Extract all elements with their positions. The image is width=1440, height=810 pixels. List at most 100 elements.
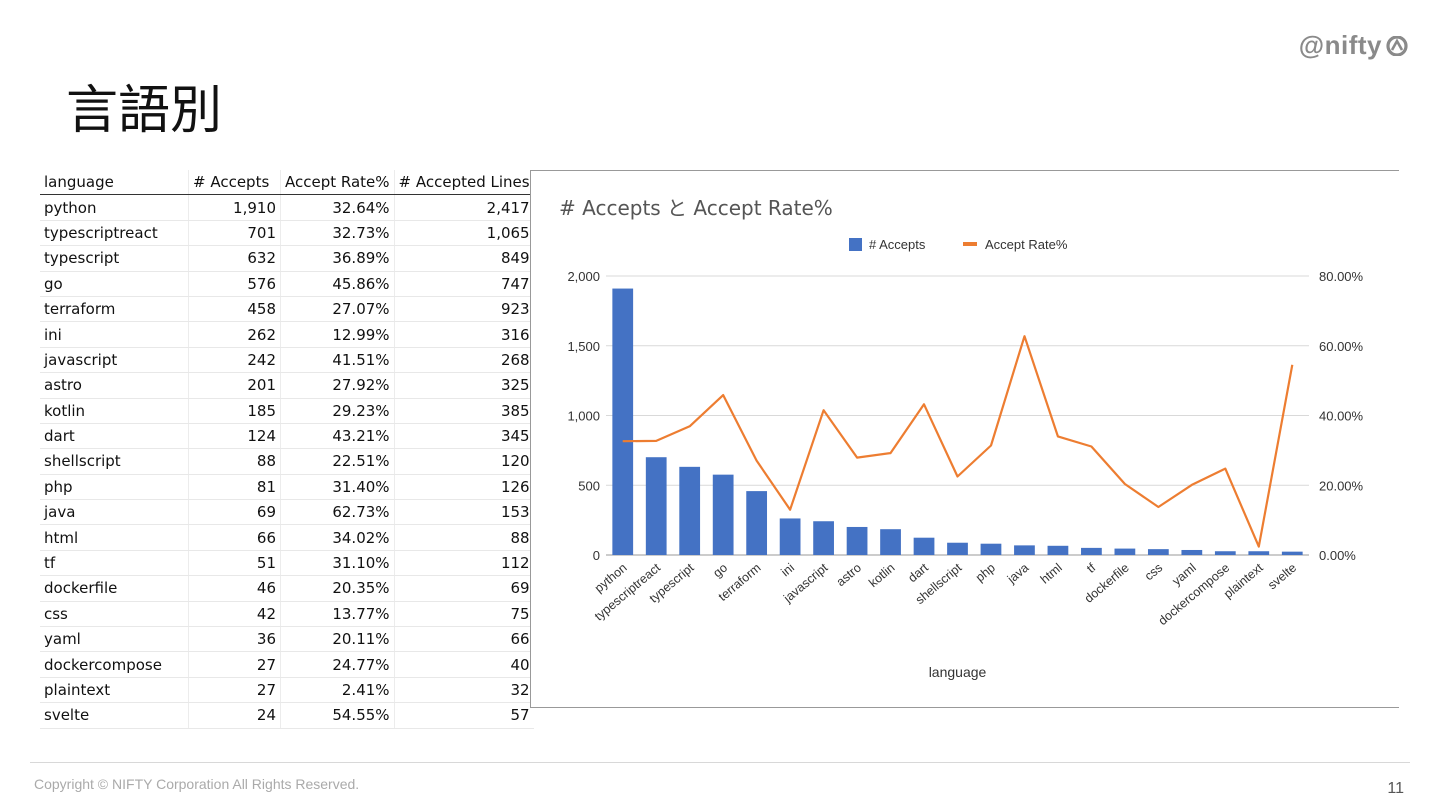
x-tick-label: tf	[1084, 560, 1099, 576]
line-accept-rate	[622, 335, 1294, 548]
cell-accepts: 42	[188, 601, 281, 628]
table-row: go 576 45.86% 747	[40, 271, 534, 297]
bar-accepts	[1047, 545, 1069, 555]
x-tick-label: css	[1142, 561, 1165, 584]
bar-accepts	[712, 474, 734, 555]
table-row: ini 262 12.99% 316	[40, 321, 534, 348]
cell-accept-rate: 34.02%	[280, 524, 395, 551]
table-row: yaml 36 20.11% 66	[40, 626, 534, 653]
legend-label-accept-rate: Accept Rate%	[985, 237, 1068, 252]
cell-accepted-lines: 32	[393, 677, 534, 704]
y2-tick-label: 60.00%	[1319, 339, 1364, 354]
cell-accept-rate: 27.92%	[280, 372, 395, 399]
cell-accepted-lines: 66	[393, 626, 534, 653]
x-tick-label: java	[1004, 561, 1031, 587]
x-tick-label: html	[1038, 561, 1065, 587]
page-number: 11	[1387, 780, 1404, 797]
cell-accepts: 242	[188, 347, 281, 374]
y-tick-label: 0	[593, 548, 600, 563]
cell-accepted-lines: 385	[393, 398, 534, 424]
table-row: kotlin 185 29.23% 385	[40, 398, 534, 424]
column-header-accepts: # Accepts	[188, 170, 281, 196]
cell-language: terraform	[40, 296, 189, 323]
x-tick-label: php	[973, 561, 998, 585]
legend-swatch-accept-rate	[963, 242, 977, 246]
cell-accepts: 51	[188, 550, 281, 577]
table-row: css 42 13.77% 75	[40, 601, 534, 628]
cell-accepts: 69	[188, 499, 281, 526]
y2-tick-label: 0.00%	[1319, 548, 1356, 563]
table-row: python 1,910 32.64% 2,417	[40, 194, 534, 221]
cell-accept-rate: 41.51%	[280, 347, 395, 374]
bar-accepts	[645, 457, 667, 555]
cell-language: java	[40, 499, 189, 526]
cell-accepts: 81	[188, 474, 281, 501]
bar-accepts	[612, 288, 634, 555]
cell-accepts: 24	[188, 702, 281, 729]
cell-language: kotlin	[40, 398, 189, 424]
x-tick-label: dart	[905, 560, 931, 585]
y-tick-label: 500	[578, 478, 600, 493]
cell-accept-rate: 20.11%	[280, 626, 395, 653]
bar-accepts	[1147, 549, 1169, 555]
bar-accepts	[846, 526, 868, 555]
cell-accept-rate: 20.35%	[280, 575, 395, 602]
page-title: 言語別	[66, 81, 223, 141]
cell-accepted-lines: 75	[393, 601, 534, 628]
cell-accept-rate: 2.41%	[280, 677, 395, 704]
cell-accepted-lines: 316	[393, 321, 534, 348]
bar-accepts	[746, 491, 768, 555]
x-tick-label: ini	[778, 561, 797, 580]
bar-accepts	[1214, 551, 1236, 555]
cell-language: css	[40, 601, 189, 628]
nifty-logo: @nifty	[1299, 30, 1410, 61]
bar-accepts	[779, 518, 801, 555]
bar-accepts	[1248, 551, 1270, 555]
cell-accept-rate: 29.23%	[280, 398, 395, 424]
table-row: dockerfile 46 20.35% 69	[40, 575, 534, 602]
table-row: javascript 242 41.51% 268	[40, 347, 534, 374]
x-tick-label: astro	[834, 561, 864, 590]
cell-accept-rate: 13.77%	[280, 601, 395, 628]
copyright-text: Copyright © NIFTY Corporation All Rights…	[34, 776, 360, 792]
cell-accepted-lines: 153	[393, 499, 534, 526]
footer-divider	[30, 762, 1410, 763]
bar-accepts	[1281, 551, 1303, 555]
y2-tick-label: 40.00%	[1319, 409, 1364, 424]
cell-language: shellscript	[40, 448, 189, 475]
cell-accept-rate: 22.51%	[280, 448, 395, 475]
cell-accepts: 46	[188, 575, 281, 602]
cell-language: typescriptreact	[40, 220, 189, 247]
y-tick-label: 1,000	[567, 409, 600, 424]
cell-accepts: 701	[188, 220, 281, 247]
table-row: java 69 62.73% 153	[40, 499, 534, 526]
cell-accept-rate: 27.07%	[280, 296, 395, 323]
table-row: astro 201 27.92% 325	[40, 372, 534, 399]
cell-accepted-lines: 849	[393, 245, 534, 272]
language-table: language # Accepts Accept Rate% # Accept…	[40, 170, 534, 729]
cell-accept-rate: 31.10%	[280, 550, 395, 577]
cell-accepted-lines: 126	[393, 474, 534, 501]
cell-accept-rate: 31.40%	[280, 474, 395, 501]
cell-language: plaintext	[40, 677, 189, 704]
cell-language: svelte	[40, 702, 189, 729]
table-row: plaintext 27 2.41% 32	[40, 677, 534, 704]
table-row: php 81 31.40% 126	[40, 474, 534, 501]
cell-language: astro	[40, 372, 189, 399]
cell-accepted-lines: 345	[393, 423, 534, 450]
cell-accept-rate: 43.21%	[280, 423, 395, 450]
table-row: tf 51 31.10% 112	[40, 550, 534, 577]
table-row: typescript 632 36.89% 849	[40, 245, 534, 272]
y-tick-label: 2,000	[567, 269, 600, 284]
table-row: html 66 34.02% 88	[40, 524, 534, 551]
bar-accepts	[1114, 548, 1136, 555]
table-body: python 1,910 32.64% 2,417 typescriptreact 701…	[40, 194, 534, 729]
column-header-language: language	[40, 170, 189, 196]
table-row: dart 124 43.21% 345	[40, 423, 534, 450]
cell-language: javascript	[40, 347, 189, 374]
cell-accepted-lines: 747	[393, 271, 534, 297]
legend-swatch-accepts	[849, 238, 862, 251]
cell-accept-rate: 54.55%	[280, 702, 395, 729]
y-tick-label: 1,500	[567, 339, 600, 354]
bar-accepts	[813, 521, 834, 555]
